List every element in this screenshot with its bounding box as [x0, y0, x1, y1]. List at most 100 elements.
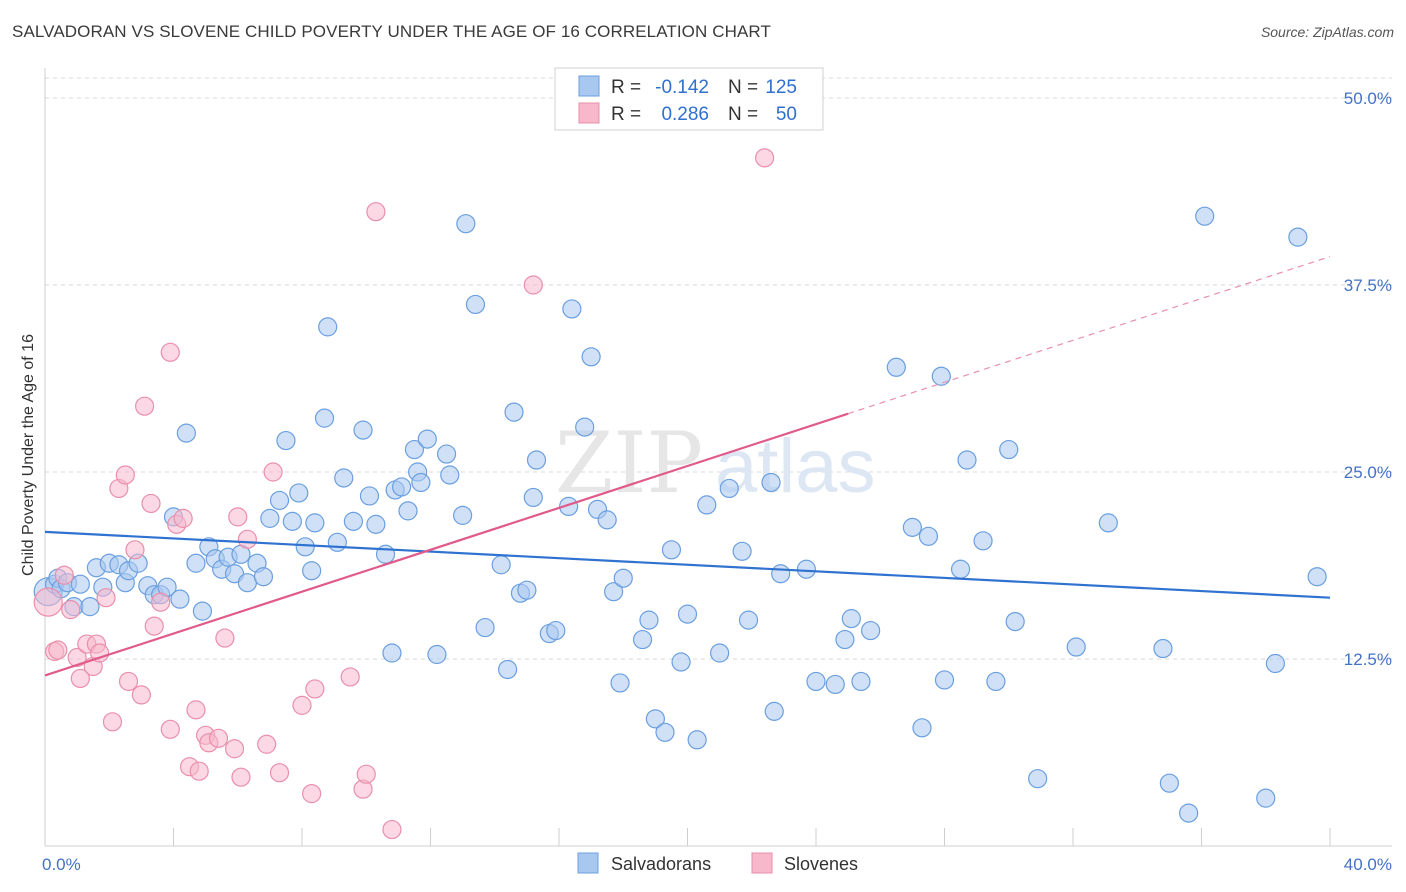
- salvadoran-point-33: [260, 508, 280, 528]
- salvadoran-point-109: [918, 526, 939, 546]
- salvadoran-point-91: [697, 495, 717, 515]
- watermark: ZIP atlas: [555, 414, 876, 512]
- slovene-point-21: [151, 592, 171, 612]
- slovene-point-20: [144, 616, 164, 636]
- salvadoran-point-92: [710, 643, 730, 663]
- slovene-point-43: [340, 667, 360, 687]
- salvadoran-point-63: [465, 294, 486, 315]
- legend-box: R = -0.142 N = 125 R = 0.286 N = 50: [554, 67, 824, 131]
- trend-line-salvadorans: [44, 530, 1331, 599]
- slovene-point-17: [131, 685, 151, 705]
- slovene-point-42: [305, 679, 325, 699]
- slovene-point-33: [224, 739, 245, 759]
- salvadoran-point-113: [957, 450, 977, 470]
- salvadoran-point-95: [738, 610, 759, 630]
- slovene-point-45: [356, 764, 376, 784]
- source-credit: Source: ZipAtlas.com: [1260, 24, 1394, 40]
- trend-lines: [44, 256, 1331, 677]
- salvadoran-point-82: [613, 568, 633, 588]
- salvadoran-point-86: [655, 722, 675, 742]
- salvadoran-point-81: [610, 673, 630, 693]
- salvadoran-point-76: [575, 417, 595, 437]
- legend-n-value-1: 125: [765, 77, 797, 98]
- x-tick-labels: 0.0% 40.0%: [42, 855, 1392, 874]
- salvadoran-point-83: [632, 629, 653, 650]
- salvadoran-point-107: [902, 517, 922, 537]
- salvadoran-point-58: [427, 644, 447, 665]
- salvadoran-point-111: [934, 670, 955, 690]
- slovene-point-19: [141, 493, 161, 514]
- salvadoran-point-99: [796, 559, 816, 579]
- slovene-point-14: [115, 465, 135, 485]
- salvadoran-point-73: [546, 620, 566, 641]
- salvadoran-point-53: [398, 501, 418, 521]
- slovene-point-11: [96, 588, 116, 608]
- slovene-point-48: [523, 275, 543, 295]
- salvadoran-point-60: [440, 465, 460, 485]
- bottom-legend-swatch-pink: [751, 852, 773, 874]
- salvadoran-point-64: [475, 617, 495, 638]
- salvadoran-point-46: [353, 420, 373, 440]
- slovene-point-39: [269, 763, 290, 783]
- salvadoran-point-101: [825, 674, 845, 695]
- bottom-legend-slovenes: Slovenes: [784, 854, 858, 874]
- chart-title: SALVADORAN VS SLOVENE CHILD POVERTY UNDE…: [12, 22, 771, 41]
- slovene-point-5: [67, 647, 87, 668]
- series-salvadorans: [33, 206, 1327, 823]
- salvadoran-point-108: [912, 718, 932, 738]
- slovene-point-25: [173, 508, 193, 528]
- bottom-legend-salvadorans: Salvadorans: [611, 854, 711, 874]
- slovene-point-35: [231, 767, 251, 787]
- y-tick-label-1: 25.0%: [1344, 463, 1392, 482]
- salvadoran-point-71: [526, 450, 547, 470]
- legend-r-label-2: R =: [611, 104, 641, 125]
- salvadoran-point-30: [237, 573, 257, 593]
- slovene-point-34: [228, 507, 248, 527]
- salvadoran-point-118: [1028, 769, 1048, 789]
- salvadoran-point-122: [1179, 803, 1199, 823]
- gridlines: [45, 77, 1392, 660]
- salvadoran-point-97: [764, 701, 784, 721]
- slovene-point-4: [61, 600, 81, 620]
- salvadoran-point-117: [1005, 611, 1025, 632]
- slovene-point-2: [48, 640, 68, 660]
- salvadoran-point-54: [404, 439, 425, 460]
- salvadoran-point-123: [1195, 206, 1215, 226]
- salvadoran-point-57: [417, 429, 437, 449]
- salvadoran-point-116: [999, 439, 1019, 460]
- salvadoran-point-75: [562, 299, 582, 319]
- salvadoran-point-23: [192, 601, 213, 621]
- slovene-point-38: [263, 462, 283, 482]
- salvadoran-point-84: [639, 610, 659, 630]
- slovene-point-22: [160, 342, 180, 362]
- salvadoran-point-70: [523, 487, 543, 508]
- salvadoran-point-6: [70, 574, 90, 594]
- salvadoran-point-44: [334, 468, 354, 488]
- y-tick-labels: 12.5% 25.0% 37.5% 50.0%: [1344, 89, 1392, 669]
- y-tick-label-0: 12.5%: [1344, 650, 1392, 669]
- salvadoran-point-104: [851, 671, 871, 692]
- y-tick-label-2: 37.5%: [1344, 276, 1392, 295]
- salvadoran-point-22: [186, 553, 206, 573]
- salvadoran-point-105: [861, 620, 881, 641]
- salvadoran-point-67: [504, 402, 524, 422]
- salvadoran-point-39: [302, 561, 322, 581]
- salvadoran-point-85: [645, 709, 665, 729]
- salvadoran-point-45: [343, 511, 363, 531]
- salvadoran-point-80: [604, 582, 624, 602]
- salvadoran-point-74: [559, 496, 579, 517]
- slovene-point-6: [70, 668, 90, 689]
- bottom-legend: Salvadorans Slovenes: [577, 852, 858, 874]
- salvadoran-point-65: [491, 555, 511, 575]
- salvadoran-point-66: [498, 659, 518, 680]
- salvadoran-point-42: [318, 317, 338, 337]
- salvadoran-point-62: [456, 214, 476, 234]
- salvadoran-point-59: [436, 444, 457, 464]
- slovene-point-31: [208, 728, 229, 748]
- legend-n-label-1: N =: [728, 77, 758, 98]
- salvadoran-point-94: [732, 541, 752, 561]
- salvadoran-point-125: [1256, 788, 1276, 808]
- salvadoran-point-103: [841, 609, 861, 629]
- x-tick-min: 0.0%: [42, 855, 81, 874]
